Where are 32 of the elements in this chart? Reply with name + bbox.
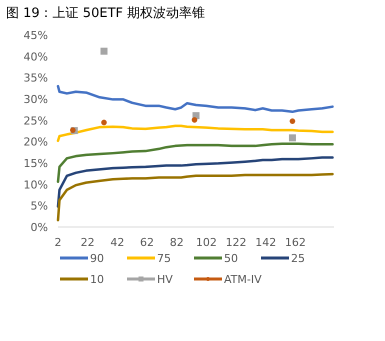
x-tick-label: 142	[255, 236, 276, 249]
x-tick-label: 42	[110, 236, 124, 249]
point	[192, 117, 198, 123]
y-tick-label: 10%	[24, 178, 48, 192]
x-tick-label: 62	[140, 236, 154, 249]
point	[290, 118, 296, 124]
y-tick-label: 30%	[24, 93, 48, 106]
x-tick-label: 102	[196, 236, 217, 249]
y-tick-label: 5%	[30, 200, 48, 213]
legend-label: 90	[90, 252, 104, 265]
legend-label: ATM-IV	[224, 273, 262, 286]
x-tick-label: 162	[284, 236, 306, 249]
y-tick-label: 25%	[24, 114, 48, 128]
legend-label: 10	[90, 273, 104, 286]
legend-label: 25	[291, 252, 305, 265]
y-tick-label: 40%	[24, 50, 48, 64]
legend-label: HV	[157, 273, 174, 286]
legend-label: 50	[224, 252, 238, 265]
point	[288, 134, 296, 142]
y-tick-label: 35%	[24, 72, 48, 85]
point	[101, 120, 107, 126]
y-tick-label: 45%	[24, 29, 48, 42]
chart-title: 图 19：上证 50ETF 期权波动率锥	[6, 5, 206, 21]
y-tick-label: 0%	[30, 221, 48, 234]
x-tick-label: 22	[80, 236, 95, 249]
x-tick-label: 122	[226, 236, 247, 249]
point	[100, 48, 108, 55]
x-tick-label: 82	[170, 236, 184, 249]
y-tick-label: 20%	[24, 136, 48, 149]
x-tick-label: 2	[54, 236, 62, 249]
legend-label: 75	[157, 252, 171, 265]
y-tick-label: 15%	[24, 157, 48, 170]
